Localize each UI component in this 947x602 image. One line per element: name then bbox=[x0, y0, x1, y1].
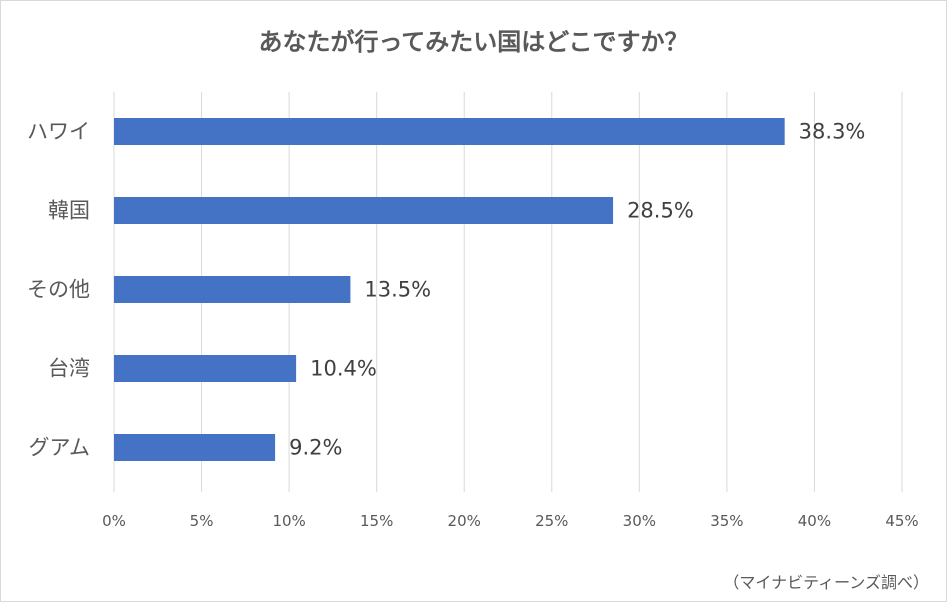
x-tick-label: 30% bbox=[623, 512, 656, 530]
source-note: （マイナビティーンズ調べ） bbox=[723, 573, 929, 592]
x-tick-label: 5% bbox=[190, 512, 214, 530]
category-label: グアム bbox=[28, 436, 90, 460]
category-label: その他 bbox=[27, 278, 90, 302]
bar bbox=[114, 355, 297, 382]
x-tick-label: 25% bbox=[535, 512, 568, 530]
data-label: 13.5% bbox=[364, 278, 431, 302]
category-label: 韓国 bbox=[48, 199, 90, 223]
x-tick-label: 20% bbox=[448, 512, 481, 530]
data-label: 38.3% bbox=[799, 120, 866, 144]
labels: 0% 5% 10% 15% 20% 25% 30% 35% 40% 45% ハワイ 38.3% 韓国 28… bbox=[27, 120, 919, 531]
x-tick-label: 45% bbox=[885, 512, 918, 530]
x-tick-label: 40% bbox=[798, 512, 831, 530]
data-label: 10.4% bbox=[310, 357, 377, 381]
bar bbox=[114, 197, 614, 224]
bar bbox=[114, 276, 351, 303]
bar bbox=[114, 118, 785, 145]
x-tick-label: 15% bbox=[360, 512, 393, 530]
data-label: 9.2% bbox=[289, 436, 342, 460]
bar bbox=[114, 434, 276, 461]
category-label: 台湾 bbox=[48, 357, 90, 381]
data-label: 28.5% bbox=[627, 199, 694, 223]
category-label: ハワイ bbox=[27, 120, 90, 144]
bars bbox=[114, 118, 785, 461]
x-tick-label: 35% bbox=[710, 512, 743, 530]
x-tick-label: 10% bbox=[272, 512, 305, 530]
x-tick-label: 0% bbox=[102, 512, 126, 530]
chart-title: あなたが行ってみたい国はどこですか？ bbox=[258, 28, 689, 56]
